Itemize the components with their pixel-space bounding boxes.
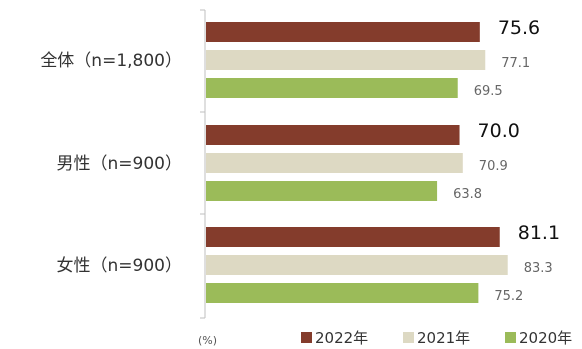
category-label: 女性（n=900） [57,256,182,276]
data-label: 69.5 [474,84,503,99]
bar [206,227,500,247]
category-label: 男性（n=900） [57,154,182,174]
legend-swatch [301,332,312,343]
axis [200,9,206,319]
bar [206,78,458,98]
value-labels: 75.6 77.1 69.5 70.0 70.9 63.8 81.1 83.375.2 [453,17,560,304]
bars [206,22,508,303]
legend-label: 2020年 [519,329,572,347]
data-label: 81.1 [518,222,560,244]
legend-swatch [403,332,414,343]
bar [206,125,460,145]
legend-swatch [505,332,516,343]
data-label: 77.1 [501,56,530,71]
category-label: 全体（n=1,800） [40,51,182,71]
unit-label: (%) [198,334,217,347]
bar [206,50,486,70]
bar [206,181,438,201]
data-label: 63.8 [453,187,482,202]
bar [206,22,480,42]
bar [206,153,463,173]
bar [206,283,479,303]
legend: 2022年 2021年 2020年 [301,329,572,347]
data-label: 75.6 [498,17,540,39]
data-label: 70.9 [479,159,508,174]
data-label: 70.0 [478,120,520,142]
legend-label: 2021年 [417,329,470,347]
category-labels: 全体（n=1,800） 男性（n=900） 女性（n=900） [40,51,182,276]
legend-label: 2022年 [315,329,368,347]
data-label: 75.2 [494,289,523,304]
bar [206,255,508,275]
data-label: 83.3 [524,261,553,276]
